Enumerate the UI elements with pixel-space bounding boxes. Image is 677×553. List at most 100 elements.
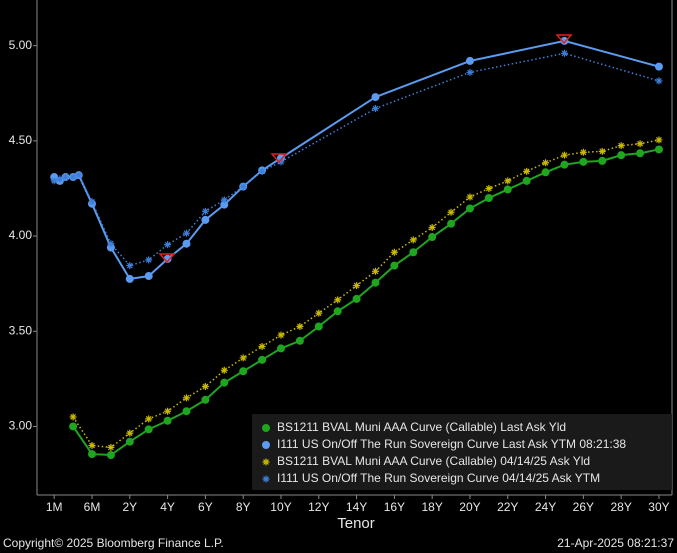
x-tick-label: 8Y	[236, 500, 251, 514]
x-tick-label: 28Y	[610, 500, 631, 514]
x-tick-label: 26Y	[573, 500, 594, 514]
point	[428, 233, 437, 242]
point	[201, 207, 209, 215]
point	[126, 262, 134, 270]
point	[579, 148, 587, 156]
legend-swatch	[262, 475, 270, 483]
point	[296, 323, 304, 331]
x-tick-label: 22Y	[497, 500, 518, 514]
x-tick-label: 30Y	[648, 500, 669, 514]
point	[522, 176, 531, 185]
point	[617, 142, 625, 150]
x-axis-title: Tenor	[337, 515, 375, 532]
point	[447, 208, 455, 216]
point	[636, 140, 644, 148]
point	[560, 160, 569, 169]
point	[542, 159, 550, 167]
point	[258, 355, 267, 364]
point	[598, 156, 607, 165]
copyright: Copyright© 2025 Bloomberg Finance L.P.	[3, 536, 224, 550]
point	[106, 451, 115, 460]
point	[353, 282, 361, 290]
triangle-marker	[270, 153, 288, 164]
point	[276, 344, 285, 353]
point	[277, 158, 285, 166]
point	[617, 151, 626, 160]
legend-label: BS1211 BVAL Muni AAA Curve (Callable) La…	[277, 420, 566, 434]
point	[125, 274, 134, 283]
x-tick-label: 12Y	[308, 500, 329, 514]
series-line	[72, 139, 660, 449]
point	[371, 278, 380, 287]
point	[220, 196, 228, 204]
point	[390, 248, 398, 256]
point	[201, 382, 209, 390]
triangle-marker	[158, 253, 176, 264]
y-tick-label: 5.00	[9, 38, 33, 52]
point	[220, 378, 229, 387]
point	[87, 450, 96, 459]
legend-marker	[262, 458, 270, 466]
point	[428, 224, 436, 232]
point	[315, 309, 323, 317]
point	[636, 149, 645, 158]
point	[654, 145, 663, 154]
point	[182, 229, 190, 237]
point	[144, 425, 153, 434]
point	[504, 177, 512, 185]
legend-box	[252, 414, 672, 490]
point	[503, 185, 512, 194]
point	[258, 167, 266, 175]
point	[50, 177, 58, 185]
point	[220, 366, 228, 374]
point	[201, 395, 210, 404]
y-tick-label: 3.50	[9, 323, 33, 337]
point	[371, 105, 379, 113]
y-tick-label: 4.00	[9, 228, 33, 242]
point	[598, 147, 606, 155]
point	[466, 68, 474, 76]
point	[484, 194, 493, 202]
point	[409, 248, 418, 257]
timestamp: 21-Apr-2025 08:21:37	[557, 536, 674, 550]
x-tick-label: 6M	[84, 500, 101, 514]
point	[654, 62, 663, 71]
point	[182, 239, 191, 248]
point	[69, 173, 77, 181]
point	[466, 193, 474, 201]
point	[182, 407, 191, 416]
legend-label: BS1211 BVAL Muni AAA Curve (Callable) 04…	[277, 454, 590, 468]
point	[125, 437, 134, 446]
point	[485, 184, 493, 192]
point	[541, 168, 550, 177]
point	[258, 343, 266, 350]
x-tick-label: 16Y	[384, 500, 405, 514]
point	[201, 215, 210, 224]
x-tick-label: 24Y	[535, 500, 556, 514]
point	[62, 173, 70, 181]
y-tick-label: 3.00	[9, 419, 33, 433]
point	[145, 256, 153, 264]
point	[523, 167, 531, 175]
point	[145, 415, 153, 423]
point	[295, 336, 304, 345]
point	[144, 272, 153, 281]
triangle-marker	[555, 34, 573, 45]
legend-swatch	[262, 424, 270, 432]
point	[107, 443, 115, 451]
point	[447, 219, 456, 228]
point	[333, 307, 342, 316]
point	[239, 354, 247, 362]
legend-label: I111 US On/Off The Run Sovereign Curve L…	[277, 437, 626, 451]
point	[88, 442, 96, 449]
point	[465, 204, 474, 213]
point	[56, 175, 64, 183]
point	[560, 49, 568, 57]
point	[560, 151, 568, 159]
point	[371, 267, 379, 275]
point	[371, 93, 380, 102]
legend-label: I111 US On/Off The Run Sovereign Curve 0…	[277, 471, 600, 485]
legend: BS1211 BVAL Muni AAA Curve (Callable) La…	[252, 414, 672, 490]
x-tick-label: 6Y	[198, 500, 213, 514]
